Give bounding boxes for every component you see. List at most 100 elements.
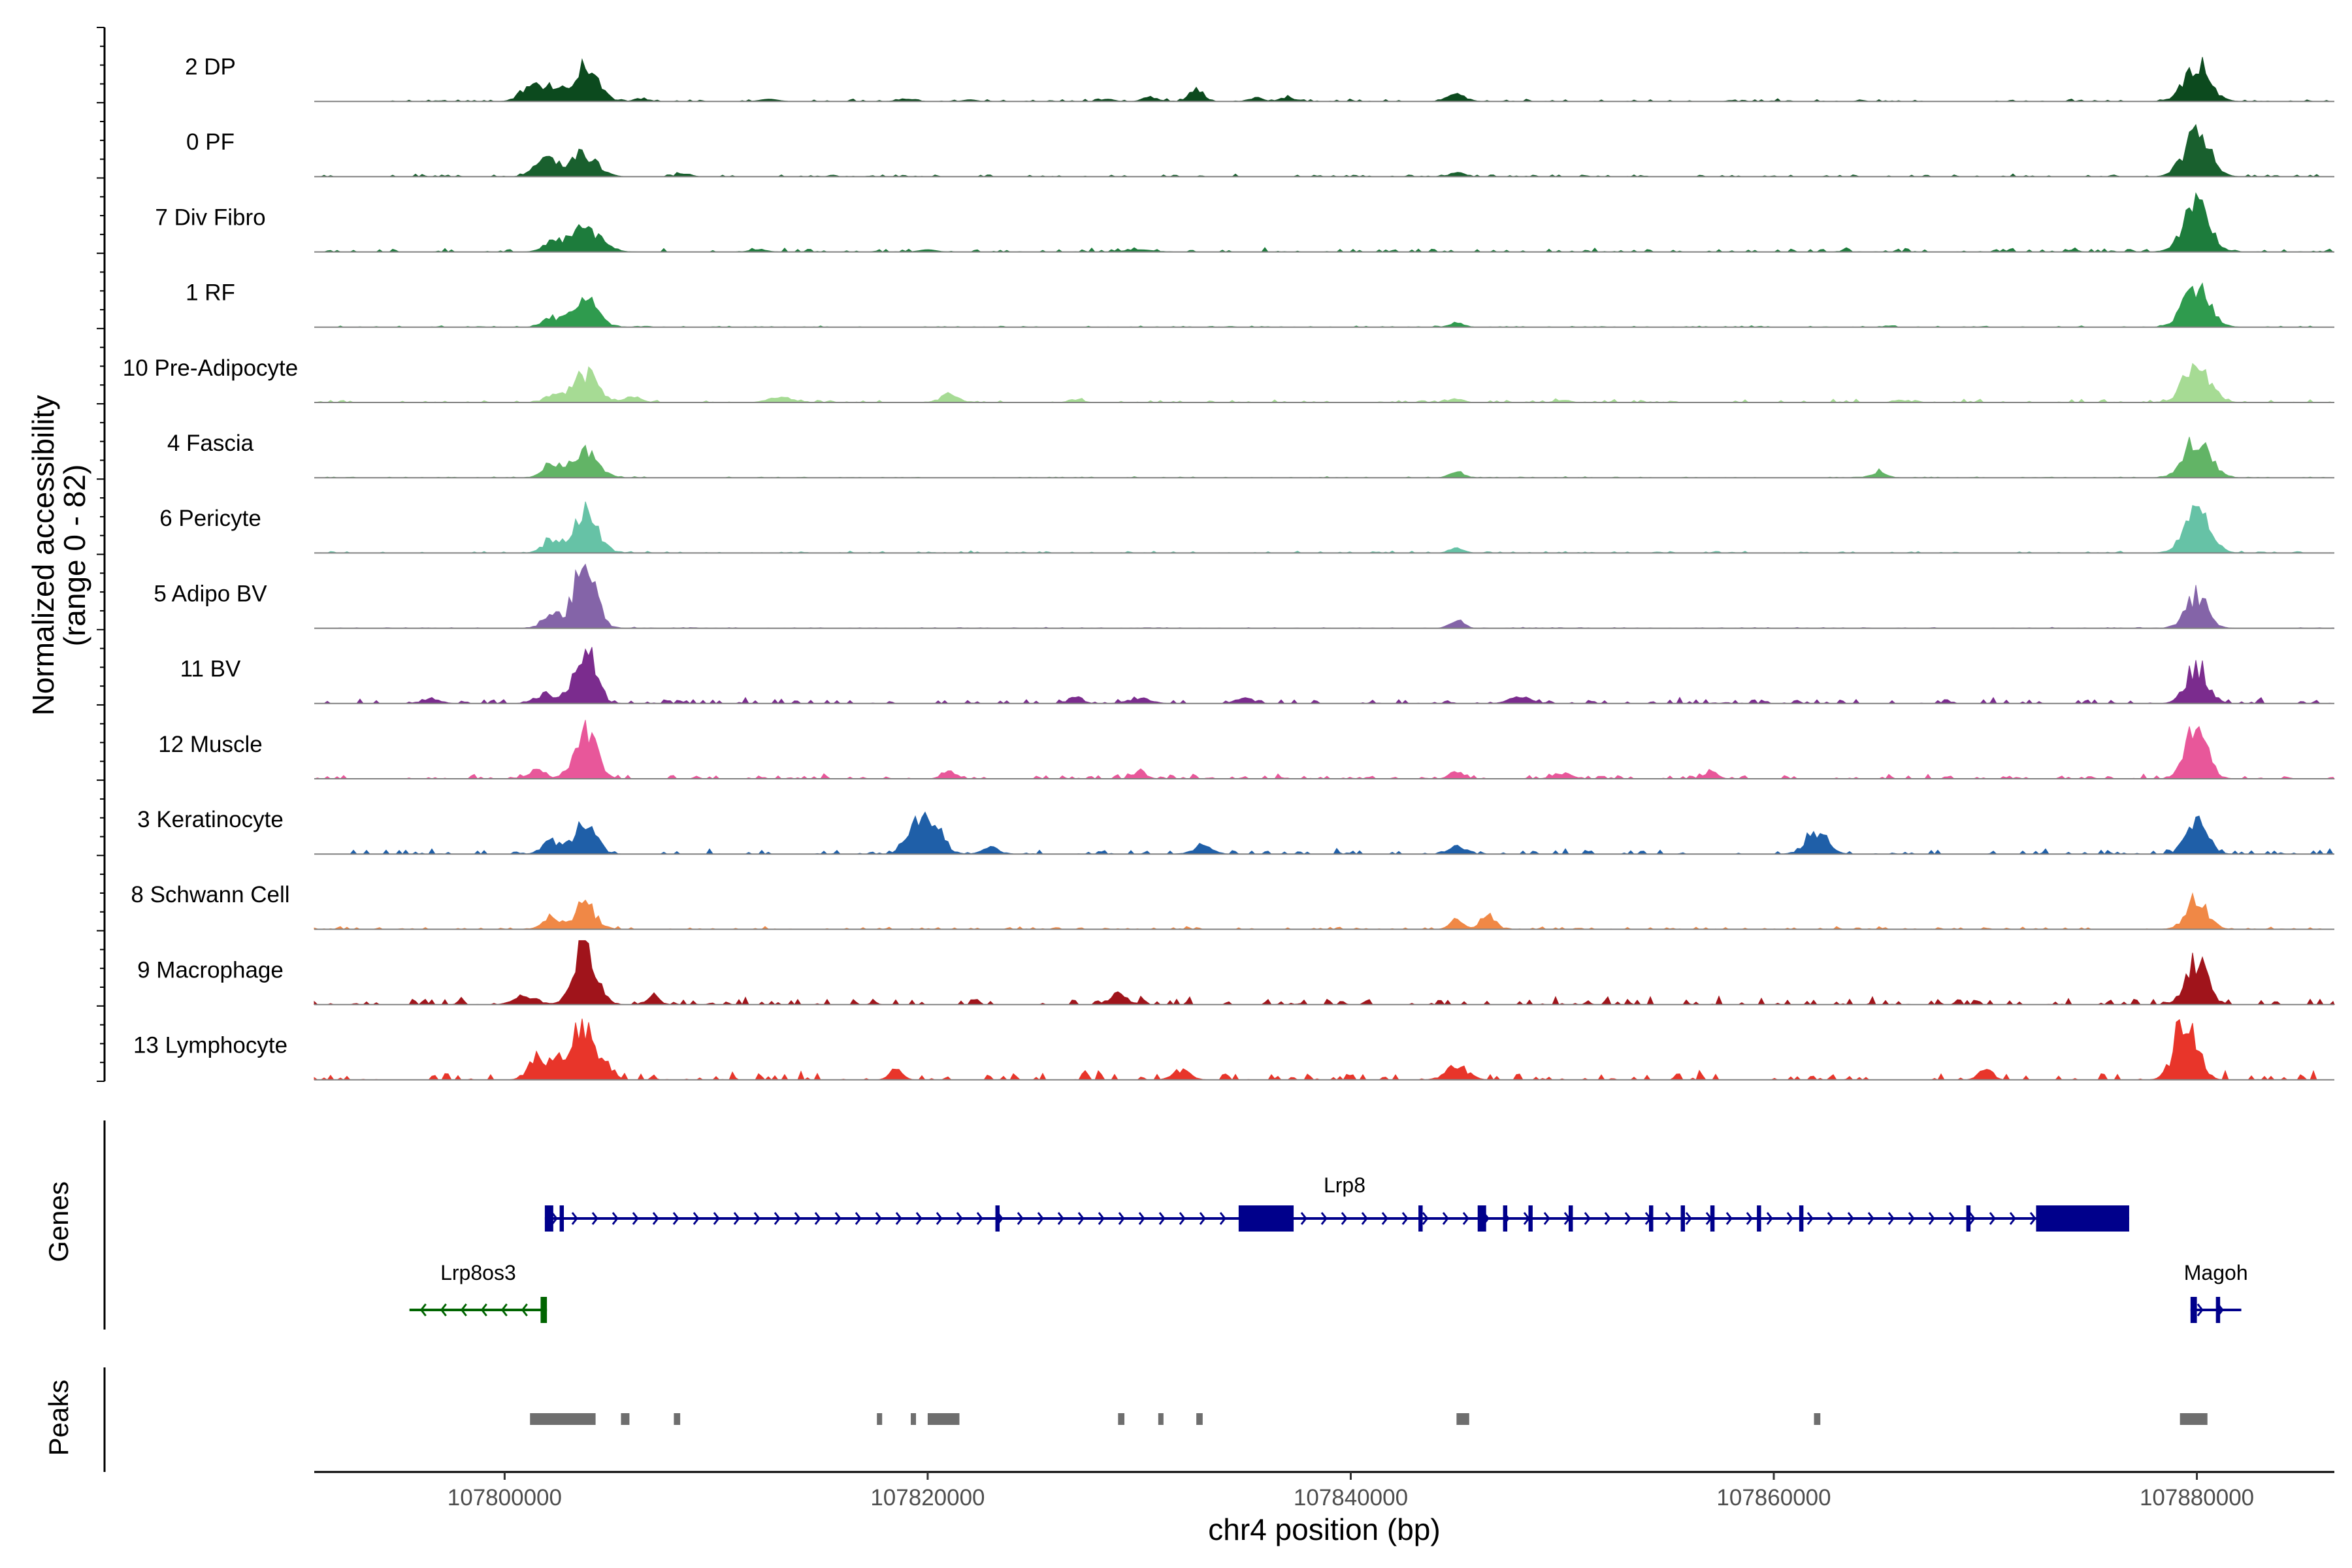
coverage-track: 13 Lymphocyte xyxy=(133,1019,2334,1081)
strand-chevron xyxy=(794,1212,801,1225)
track-label: 12 Muscle xyxy=(158,732,263,757)
peak-region xyxy=(1196,1413,1203,1425)
gene-exon xyxy=(559,1205,564,1232)
x-axis-ticks: 107800000 107820000 107840000 107860000 1078… xyxy=(448,1472,2254,1511)
peak-region xyxy=(1456,1413,1469,1425)
peak-region xyxy=(911,1413,917,1425)
track-label: 6 Pericyte xyxy=(159,506,261,531)
strand-chevron xyxy=(1341,1212,1348,1225)
coverage-track: 3 Keratinocyte xyxy=(137,807,2334,855)
strand-chevron xyxy=(1199,1212,1206,1225)
strand-chevron xyxy=(2197,1303,2204,1316)
strand-chevron xyxy=(834,1212,841,1225)
strand-chevron xyxy=(1422,1212,1429,1225)
strand-chevron xyxy=(976,1212,983,1225)
x-axis-tick-label: 107840000 xyxy=(1294,1485,1408,1511)
coverage-track: 10 Pre-Adipocyte xyxy=(123,355,2334,403)
coverage-track: 11 BV xyxy=(180,647,2334,704)
strand-chevron xyxy=(1604,1212,1611,1225)
gene-exon xyxy=(1710,1205,1715,1232)
track-label: 5 Adipo BV xyxy=(154,581,267,606)
coverage-tracks: 2 DP 0 PF 7 Div Fibro 1 RF 10 Pre-Adipocyte 4… xyxy=(123,54,2336,1081)
gene-model: Lrp8 xyxy=(544,1173,2129,1232)
peak-region xyxy=(530,1413,596,1425)
strand-chevron xyxy=(551,1212,558,1225)
track-label: 7 Div Fibro xyxy=(155,204,265,230)
strand-chevron xyxy=(1118,1212,1125,1225)
gene-exon xyxy=(995,1205,1000,1232)
strand-chevron xyxy=(1624,1212,1631,1225)
strand-chevron xyxy=(855,1212,862,1225)
strand-chevron xyxy=(1806,1212,1814,1225)
peak-region xyxy=(1158,1413,1164,1425)
strand-chevron xyxy=(571,1212,578,1225)
x-axis-tick-label: 107820000 xyxy=(870,1485,985,1511)
strand-chevron xyxy=(1968,1212,1976,1225)
coverage-track: 5 Adipo BV xyxy=(154,563,2335,629)
coverage-track: 12 Muscle xyxy=(158,719,2336,779)
y-axis-title-line2: (range 0 - 82) xyxy=(57,465,91,647)
track-label: 8 Schwann Cell xyxy=(131,882,289,907)
genes-panel-title: Genes xyxy=(43,1181,74,1262)
track-label: 1 RF xyxy=(186,280,235,306)
peak-region xyxy=(621,1413,630,1425)
genes-layer: Lrp8 Lrp8os3 Magoh xyxy=(409,1173,2248,1323)
strand-chevron xyxy=(1786,1212,1793,1225)
gene-label: Lrp8 xyxy=(1324,1173,1365,1197)
strand-chevron xyxy=(1077,1212,1085,1225)
peak-region xyxy=(2180,1413,2208,1425)
peaks-panel-title: Peaks xyxy=(43,1380,74,1456)
y-axis-title-line1: Normalized accessibility xyxy=(26,395,60,716)
strand-chevron xyxy=(652,1212,659,1225)
coverage-track: 0 PF xyxy=(186,123,2334,178)
strand-chevron xyxy=(1867,1212,1874,1225)
strand-chevron xyxy=(895,1212,902,1225)
peak-region xyxy=(1814,1413,1821,1425)
strand-chevron xyxy=(1442,1212,1449,1225)
gene-exon xyxy=(1568,1205,1573,1232)
gene-exon xyxy=(1966,1205,1971,1232)
gene-exon xyxy=(1528,1205,1533,1232)
gene-exon xyxy=(1648,1205,1654,1232)
strand-chevron xyxy=(1847,1212,1854,1225)
track-label: 0 PF xyxy=(186,129,235,155)
x-axis-tick-label: 107800000 xyxy=(448,1485,562,1511)
gene-exon xyxy=(2190,1297,2197,1323)
strand-chevron xyxy=(500,1303,508,1316)
gene-exon xyxy=(1418,1205,1423,1232)
gene-exon xyxy=(544,1205,553,1232)
gene-exon xyxy=(540,1297,547,1323)
coverage-track: 1 RF xyxy=(186,280,2334,328)
strand-chevron xyxy=(956,1212,963,1225)
strand-chevron xyxy=(1179,1212,1186,1225)
strand-chevron xyxy=(875,1212,882,1225)
track-label: 2 DP xyxy=(185,54,236,80)
strand-chevron xyxy=(1361,1212,1368,1225)
strand-chevron xyxy=(612,1212,619,1225)
strand-chevron xyxy=(1098,1212,1105,1225)
strand-chevron xyxy=(1746,1212,1753,1225)
track-label: 9 Macrophage xyxy=(137,957,284,983)
gene-label: Magoh xyxy=(2184,1261,2248,1284)
strand-chevron xyxy=(1928,1212,1935,1225)
strand-chevron xyxy=(1300,1212,1307,1225)
peaks-layer xyxy=(530,1413,2208,1425)
gene-label: Lrp8os3 xyxy=(440,1261,516,1284)
strand-chevron xyxy=(672,1212,679,1225)
strand-chevron xyxy=(1158,1212,1166,1225)
strand-chevron xyxy=(733,1212,740,1225)
track-label: 13 Lymphocyte xyxy=(133,1033,287,1058)
strand-chevron xyxy=(1462,1212,1469,1225)
strand-chevron xyxy=(1989,1212,1996,1225)
peak-region xyxy=(877,1413,883,1425)
gene-exon xyxy=(1757,1205,1761,1232)
strand-chevron xyxy=(1766,1212,1773,1225)
coverage-track: 6 Pericyte xyxy=(159,501,2334,554)
strand-chevron xyxy=(753,1212,760,1225)
strand-chevron xyxy=(1219,1212,1226,1225)
gene-exon xyxy=(1680,1205,1686,1232)
strand-chevron xyxy=(1057,1212,1064,1225)
strand-chevron xyxy=(1908,1212,1915,1225)
